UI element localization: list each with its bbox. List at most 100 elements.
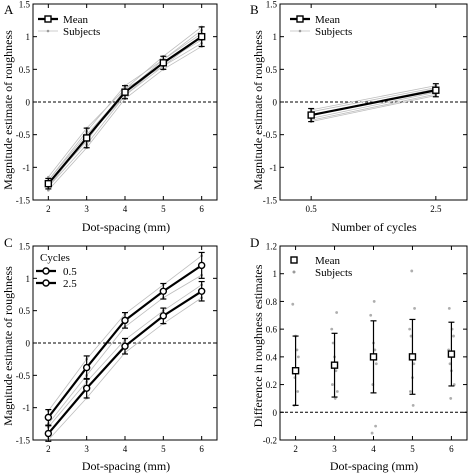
mean-marker-c-0 bbox=[159, 312, 168, 320]
panel-b: B Magnitude estimate of roughness Number… bbox=[250, 0, 468, 234]
subject-point-a bbox=[47, 175, 50, 179]
mean-marker-a bbox=[197, 32, 206, 41]
legend-title-c: Cycles bbox=[40, 252, 70, 264]
subject-point-d bbox=[369, 313, 373, 317]
ytick-label-c: -0.5 bbox=[16, 371, 31, 381]
panel-label-d: D bbox=[250, 235, 259, 250]
subject-point-d bbox=[295, 348, 299, 352]
subject-line-b bbox=[311, 85, 436, 111]
ytick-label-b: 0 bbox=[273, 98, 278, 108]
xtick-label-d: 3 bbox=[332, 444, 337, 454]
ylabel-a: Magnitude estimate of roughness bbox=[1, 30, 15, 190]
mean-marker-c-1 bbox=[82, 363, 91, 372]
subject-point-a bbox=[47, 188, 50, 192]
mean-marker-d bbox=[330, 361, 339, 369]
legend-series1-marker-c bbox=[42, 267, 50, 275]
ylabel-d: Difference in roughness estimates bbox=[251, 264, 265, 427]
subject-point-d bbox=[448, 362, 452, 366]
xtick-label-c: 3 bbox=[84, 444, 89, 454]
subject-point-d bbox=[449, 397, 453, 400]
ytick-label-a: -1 bbox=[23, 163, 31, 173]
ytick-label-a: 1.5 bbox=[19, 0, 31, 10]
subject-point-d bbox=[413, 306, 416, 310]
panel-d: D Difference in roughness estimates Dot-… bbox=[250, 235, 468, 473]
panel-label-c: C bbox=[4, 235, 13, 250]
legend-d: Mean Subjects bbox=[290, 255, 352, 279]
mean-line-b-0 bbox=[310, 89, 437, 117]
ytick-label-c: 0 bbox=[26, 339, 31, 349]
ytick-label-b: 1.5 bbox=[266, 0, 278, 10]
subject-line-a bbox=[48, 42, 202, 188]
ytick-label-a: 0.5 bbox=[19, 65, 31, 75]
subject-point-d bbox=[408, 390, 412, 393]
panel-c: C Magnitude estimate of roughness Dot-sp… bbox=[1, 235, 218, 473]
ytick-label-c: -1 bbox=[23, 403, 31, 413]
mean-marker-a bbox=[159, 59, 168, 67]
legend-a: Mean Subjects bbox=[38, 14, 100, 38]
subject-point-d bbox=[452, 383, 456, 386]
xtick-label-b: 0.5 bbox=[306, 204, 318, 214]
xtick-label-c: 4 bbox=[123, 444, 128, 454]
subject-point-d bbox=[452, 334, 455, 338]
legend-mean-marker-a bbox=[44, 15, 52, 23]
ytick-label-c: -1.5 bbox=[16, 436, 31, 446]
legend-c: Cycles 0.5 2.5 bbox=[36, 252, 77, 290]
subject-point-d bbox=[296, 355, 300, 359]
xtick-label-a: 2 bbox=[46, 204, 51, 214]
ytick-label-a: -1.5 bbox=[16, 196, 31, 206]
xlabel-c: Dot-spacing (mm) bbox=[82, 459, 170, 473]
ytick-label-b: 0.5 bbox=[266, 65, 278, 75]
ytick-label-b: 1 bbox=[273, 32, 278, 42]
legend-subjects-label-b: Subjects bbox=[315, 26, 352, 38]
subject-line-b bbox=[311, 87, 436, 113]
xtick-label-a: 5 bbox=[161, 204, 166, 214]
subject-point-d bbox=[291, 302, 295, 306]
subject-point-d bbox=[335, 311, 339, 314]
ytick-label-a: 0 bbox=[26, 98, 31, 108]
legend-series2-marker-c bbox=[42, 279, 50, 287]
mean-marker-a bbox=[82, 134, 91, 142]
ytick-label-d: 0.6 bbox=[266, 325, 278, 335]
panel-label-b: B bbox=[250, 2, 259, 17]
mean-marker-c-1 bbox=[121, 316, 129, 325]
mean-marker-b bbox=[307, 111, 315, 119]
xtick-label-a: 3 bbox=[84, 204, 89, 214]
mean-marker-a bbox=[44, 179, 53, 188]
subject-point-d bbox=[296, 390, 300, 393]
ytick-label-d: 1.2 bbox=[266, 242, 277, 252]
mean-marker-d bbox=[447, 350, 456, 358]
mean-marker-c-1 bbox=[197, 261, 206, 270]
legend-series1-label-c: 0.5 bbox=[63, 266, 77, 278]
ytick-label-b: -0.5 bbox=[263, 130, 278, 140]
subject-point-d bbox=[447, 306, 451, 310]
ylabel-b: Magnitude estimate of roughness bbox=[251, 30, 265, 190]
subject-line-b bbox=[311, 93, 436, 121]
subject-point-d bbox=[409, 334, 413, 338]
xtick-label-c: 5 bbox=[161, 444, 166, 454]
legend-series2-label-c: 2.5 bbox=[63, 278, 77, 290]
panel-label-a: A bbox=[4, 2, 14, 17]
xtick-label-d: 6 bbox=[449, 444, 454, 454]
subject-point-d bbox=[331, 383, 334, 386]
subject-point-d bbox=[410, 269, 414, 273]
legend-mean-label-b: Mean bbox=[315, 14, 341, 26]
subject-line-b bbox=[311, 95, 436, 122]
subject-point-d bbox=[334, 369, 338, 373]
subject-point-d bbox=[373, 348, 377, 352]
mean-marker-b bbox=[432, 86, 440, 94]
legend-mean-marker-d bbox=[290, 256, 298, 264]
mean-marker-c-0 bbox=[121, 342, 129, 350]
xtick-label-c: 2 bbox=[46, 444, 51, 454]
ytick-label-d: 0.2 bbox=[266, 380, 277, 390]
ytick-label-a: -0.5 bbox=[16, 130, 31, 140]
mean-marker-c-0 bbox=[82, 384, 91, 392]
legend-subjects-label-a: Subjects bbox=[63, 26, 100, 38]
ytick-label-c: 1 bbox=[26, 274, 31, 284]
mean-marker-c-0 bbox=[197, 287, 206, 295]
mean-marker-d bbox=[369, 353, 378, 361]
subject-point-d bbox=[331, 341, 335, 345]
ytick-label-a: 1 bbox=[26, 32, 31, 42]
legend-mean-marker-b bbox=[296, 15, 304, 23]
xtick-label-d: 2 bbox=[293, 444, 298, 454]
